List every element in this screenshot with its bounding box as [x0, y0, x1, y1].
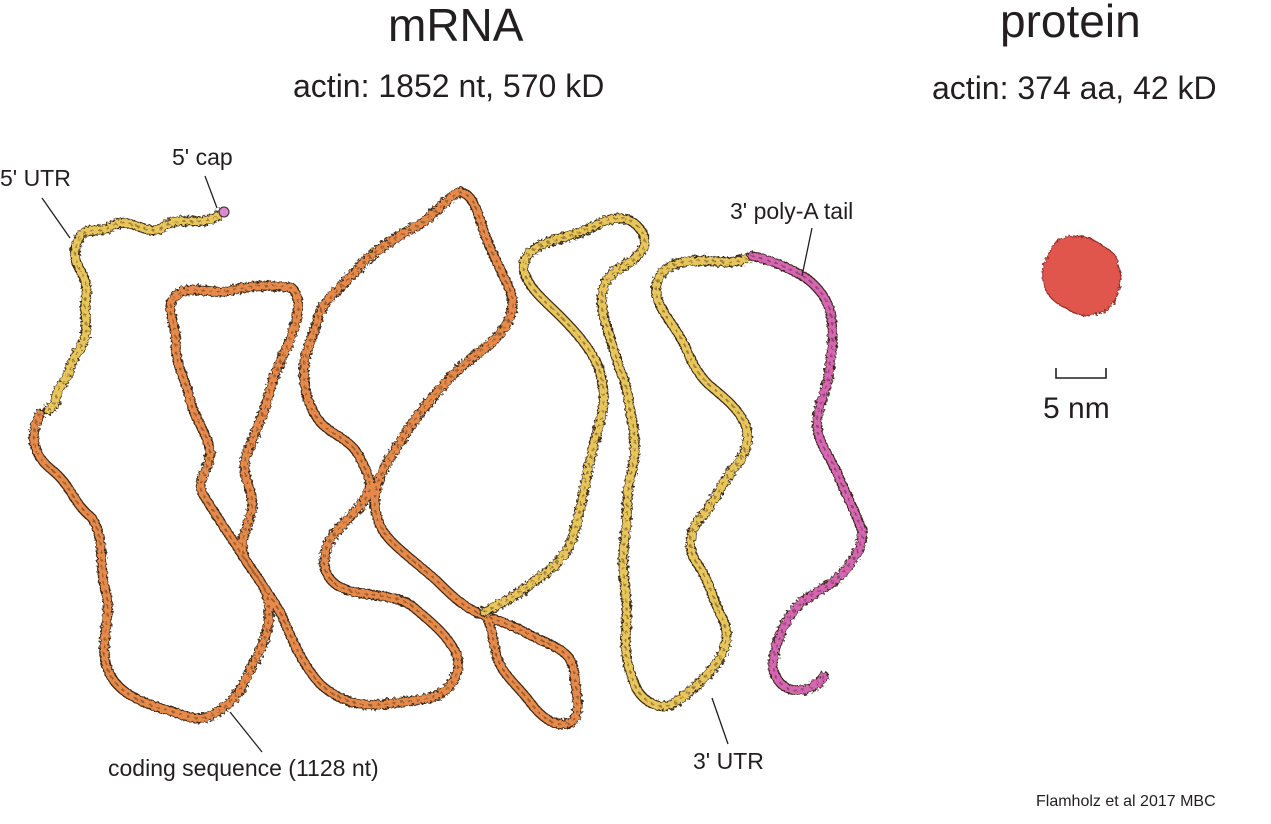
label-utr3: 3' UTR — [693, 748, 764, 774]
utr3-strand — [479, 213, 757, 711]
mrna-subtitle: actin: 1852 nt, 570 kD — [293, 68, 605, 104]
coding-strand — [28, 187, 583, 730]
scale-label: 5 nm — [1043, 392, 1110, 425]
label-utr5: 5' UTR — [0, 165, 71, 191]
label-coding: coding sequence (1128 nt) — [108, 755, 379, 781]
credit-text: Flamholz et al 2017 MBC — [1036, 793, 1216, 810]
label-cap5: 5' cap — [172, 144, 233, 170]
label-polya: 3' poly-A tail — [730, 198, 854, 224]
leader-polya — [801, 227, 813, 277]
scale-bar — [1055, 368, 1107, 379]
cap-5-mark — [218, 206, 230, 218]
polya-strand — [747, 251, 868, 696]
leader-utr5 — [41, 197, 71, 239]
utr5-strand — [43, 207, 227, 415]
protein-blob — [1041, 235, 1122, 317]
leader-utr3 — [711, 697, 729, 745]
mrna-title: mRNA — [388, 0, 524, 51]
leader-coding — [229, 711, 263, 753]
protein-title: protein — [1000, 0, 1141, 47]
leader-cap5 — [204, 175, 218, 209]
leader-lines — [41, 175, 813, 753]
protein-subtitle: actin: 374 aa, 42 kD — [932, 70, 1217, 106]
